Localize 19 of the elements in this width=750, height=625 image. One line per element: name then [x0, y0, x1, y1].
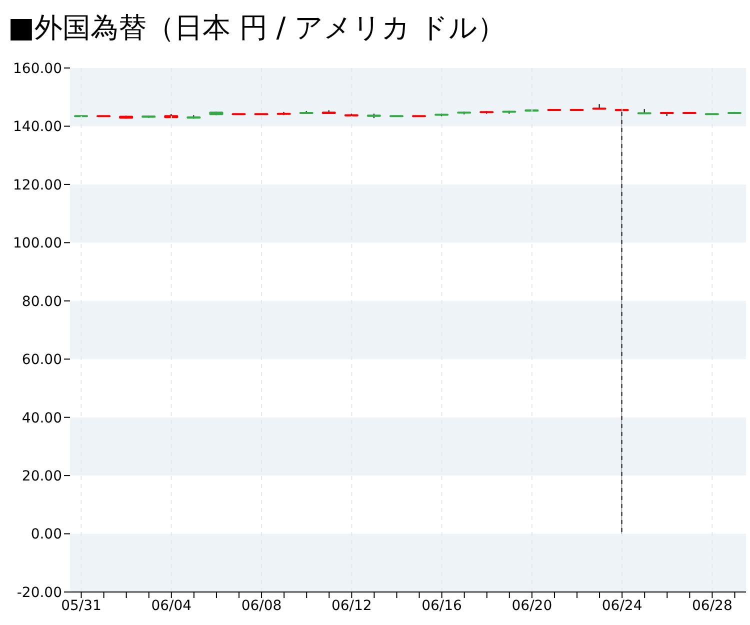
- y-tick-label: 160.00: [13, 60, 62, 77]
- y-tick-label: 0.00: [30, 526, 62, 543]
- y-tick-label: 120.00: [13, 177, 62, 194]
- y-tick-label: 100.00: [13, 236, 62, 252]
- y-tick-label: 40.00: [22, 410, 62, 426]
- x-tick-label: 05/31: [61, 598, 102, 614]
- x-tick-label: 06/04: [151, 598, 192, 614]
- x-tick-label: 06/16: [422, 598, 462, 614]
- y-tick-label: -20.00: [16, 584, 62, 601]
- x-tick-label: 06/20: [512, 598, 552, 614]
- x-tick-label: 06/08: [241, 598, 282, 614]
- x-tick-label: 06/12: [331, 598, 372, 614]
- y-tick-label: 140.00: [13, 119, 62, 136]
- x-tick-label: 06/24: [602, 598, 642, 614]
- y-tick-label: 20.00: [22, 468, 62, 485]
- y-tick-label: 80.00: [22, 294, 62, 310]
- y-tick-label: 60.00: [22, 352, 62, 368]
- chart-title: ■外国為替（日本 円 / アメリカ ドル）: [8, 10, 506, 46]
- x-tick-label: 06/28: [692, 598, 732, 614]
